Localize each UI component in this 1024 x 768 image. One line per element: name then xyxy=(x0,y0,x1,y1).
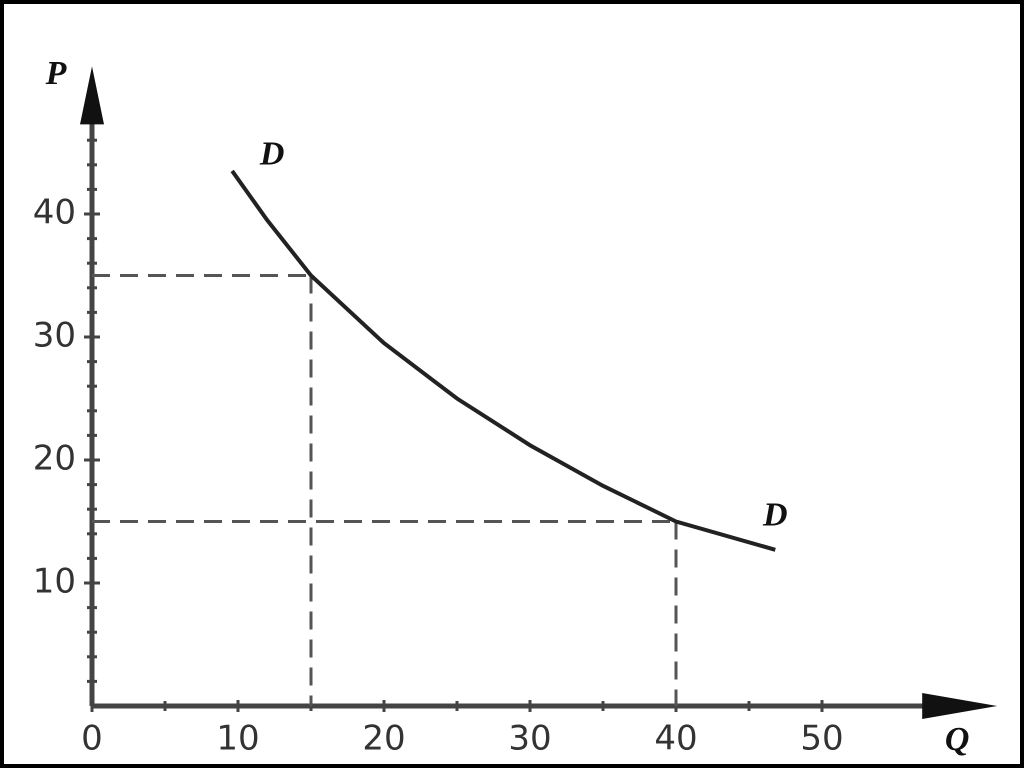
x-axis-arrow xyxy=(922,693,998,719)
y-axis-label: P xyxy=(45,55,67,92)
x-tick-label: 30 xyxy=(508,719,551,759)
curve-label: D xyxy=(762,497,788,534)
demand-curve xyxy=(230,169,776,552)
y-tick-label: 30 xyxy=(33,316,76,356)
y-tick-label: 10 xyxy=(33,562,76,602)
y-tick-label: 20 xyxy=(33,439,76,479)
x-tick-label: 10 xyxy=(216,719,259,759)
x-tick-label: 50 xyxy=(800,719,843,759)
x-axis-label: Q xyxy=(945,721,970,758)
curve-label: D xyxy=(259,136,285,173)
y-tick-label: 40 xyxy=(33,193,76,233)
x-tick-label: 20 xyxy=(362,719,405,759)
x-tick-label: 0 xyxy=(81,719,103,759)
y-axis-arrow xyxy=(80,66,104,125)
x-tick-label: 40 xyxy=(654,719,697,759)
